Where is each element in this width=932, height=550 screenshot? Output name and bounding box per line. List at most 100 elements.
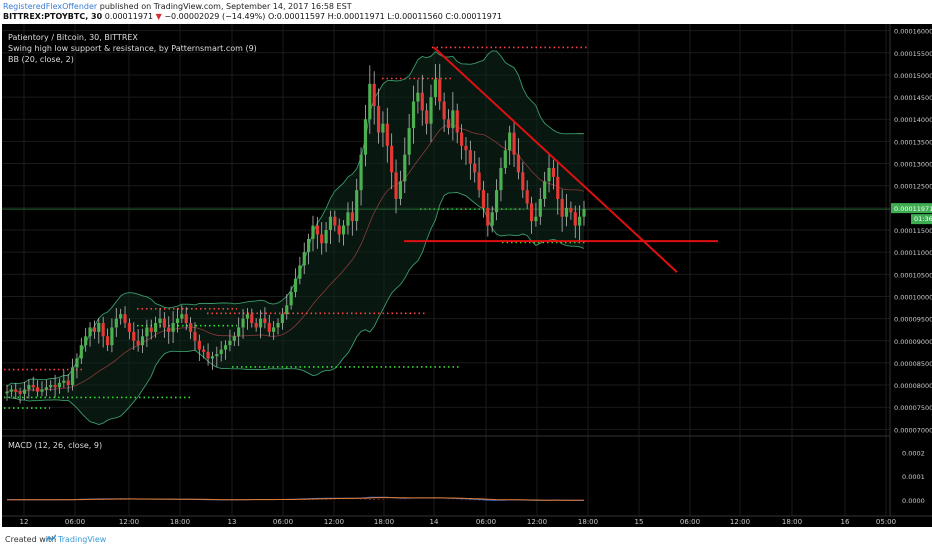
candle-body [184,314,188,324]
price-tick-label: 0.00015500 [894,50,932,58]
time-tick-label: 06:00 [273,518,293,526]
candle-body [363,119,368,155]
price-tick-label: 0.00010000 [894,293,932,301]
candle-body [31,385,35,388]
candle-body [66,380,70,386]
candle-body [455,110,459,133]
candle-body [315,225,319,235]
time-tick-label: 12:00 [527,518,547,526]
candle-body [564,207,569,217]
candle-body [188,323,193,332]
macd-pane: 0.0002 0.0001 0.0000 [6,449,925,505]
footer: Created with TradingView [0,530,932,550]
author-link[interactable]: RegisteredFlexOffender [3,2,98,11]
symbol-line: BITTREX:PTOYBTC, 30 0.00011971 ▼ −0.0000… [3,12,502,21]
candle-body [569,207,573,213]
tradingview-link[interactable]: TradingView [58,535,107,544]
candle-body [223,345,228,350]
candle-body [162,318,166,328]
chart-area[interactable]: 0.0002 0.0001 0.0000 0.00016000 0.00015500 0… [2,24,932,527]
candle-body [551,167,556,177]
price-tick-label: 0.00014000 [894,116,932,124]
candle-body [481,190,486,208]
candle-body [210,356,215,359]
candle-body [416,92,420,102]
candle-body [512,132,516,155]
candle-body [70,367,75,386]
candle-body [359,154,363,191]
macd-tick-label: 0.0000 [902,497,925,505]
price-tick-label: 0.00016000 [894,28,932,36]
candle-body [145,327,149,337]
macd-tick-label: 0.0001 [902,473,925,481]
candle-body [232,336,236,341]
candle-body [149,327,153,332]
candle-body [254,323,258,328]
countdown-badge [911,214,932,225]
candle-body [372,83,376,106]
candle-body [215,354,219,357]
publish-info: published on TradingView.com, September … [99,2,352,11]
candle-body [477,172,481,191]
candle-body [534,216,538,222]
candle-body [263,318,267,324]
last-price-badge [891,203,932,214]
price-tick-label: 0.00007000 [894,426,932,434]
candle-body [276,323,280,328]
price-tick-label: 0.00013500 [894,138,932,146]
candle-body [460,132,464,146]
candle-body [110,327,114,346]
candle-body [381,123,385,133]
price-tick-label: 0.00015000 [894,72,932,80]
candle-body [49,385,53,388]
candle-body [407,128,411,155]
candle-body [538,198,542,217]
candle-body [285,305,289,315]
candle-body [35,387,40,392]
tradingview-logo-icon [46,534,56,542]
candle-body [490,212,494,226]
time-tick-label: 12:00 [730,518,750,526]
candle-body [175,318,180,324]
chart-svg[interactable]: 0.00020.00010.0000 0.000160000.000155000… [2,24,932,527]
candle-body [355,190,359,222]
candle-body [350,212,354,222]
candle-body [237,327,241,337]
time-tick-label: 12 [20,518,29,526]
price-tick-label: 0.00010500 [894,271,932,279]
candle-body [341,225,346,235]
change-arrow-icon: ▼ [155,12,162,21]
indicator-bb-label: BB (20, close, 2) [8,55,74,64]
trendlines [404,46,718,273]
candle-body [171,323,175,332]
candle-body [75,358,79,368]
candle-body [40,389,44,392]
candle-body [53,385,57,388]
candle-body [311,225,315,239]
candle-body [473,163,477,173]
candle-body [394,172,398,199]
candle-body [560,198,564,217]
candle-body [114,318,118,328]
time-tick-label: 06:00 [65,518,85,526]
candle-body [140,336,145,346]
candle-body [44,387,48,390]
candle-body [27,385,31,390]
candle-body [219,349,223,355]
candle-body [420,92,424,111]
candle-body [578,216,582,226]
price-tick-label: 0.00009500 [894,316,932,324]
candle-body [433,79,437,98]
symbol-label: BITTREX:PTOYBTC, 30 [3,12,103,21]
candle-body [258,318,263,328]
candle-body [14,389,18,392]
ohlc-values: O:0.00011597 H:0.00011971 L:0.00011560 C… [267,12,502,21]
candle-body [22,389,27,394]
price-tick-label: 0.00013000 [894,161,932,169]
time-tick-label: 18:00 [170,518,190,526]
price-tick-label: 0.00014500 [894,94,932,102]
countdown-label: 01:36 [914,215,932,223]
price-axis: 0.00016000 0.00015500 0.00015000 0.00014500… [891,28,932,434]
candle-body [324,230,328,244]
macd-label: MACD (12, 26, close, 9) [8,441,102,450]
